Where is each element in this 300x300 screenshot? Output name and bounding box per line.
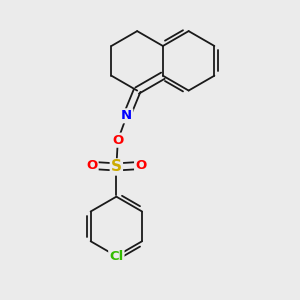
Text: O: O — [112, 134, 124, 147]
Text: O: O — [135, 159, 146, 172]
Text: O: O — [86, 159, 98, 172]
Text: N: N — [121, 109, 132, 122]
Text: Cl: Cl — [109, 250, 124, 262]
Text: S: S — [111, 159, 122, 174]
